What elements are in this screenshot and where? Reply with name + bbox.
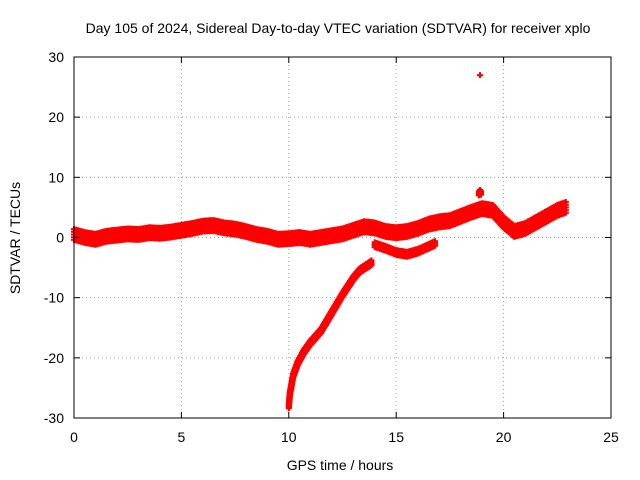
y-tick-label: -20: [44, 350, 64, 366]
data-point: [562, 199, 569, 205]
series-descending-curve: [285, 257, 375, 412]
y-tick-label: 30: [48, 49, 64, 65]
data-point: [477, 72, 483, 79]
chart-title: Day 105 of 2024, Sidereal Day-to-day VTE…: [86, 20, 591, 36]
y-tick-label: 10: [48, 169, 64, 185]
y-tick-label: 20: [48, 109, 64, 125]
x-tick-label: 20: [496, 429, 512, 445]
y-tick-label: -30: [44, 410, 64, 426]
axis-ticks: 0 5 10 15 20 25 -30 -20 -10 0 10 20 30: [44, 49, 619, 445]
x-tick-label: 0: [70, 429, 78, 445]
x-tick-label: 10: [281, 429, 297, 445]
y-tick-label: 0: [56, 230, 64, 246]
series-spike: [475, 187, 484, 199]
data-points: [71, 72, 569, 412]
series-main-band: [71, 199, 569, 248]
series-lower-arc: [371, 238, 438, 260]
data-point: [431, 238, 438, 245]
x-axis-label: GPS time / hours: [287, 457, 394, 473]
data-point: [478, 188, 484, 195]
y-tick-label: -10: [44, 290, 64, 306]
data-point: [368, 257, 375, 264]
x-tick-label: 5: [178, 429, 186, 445]
x-tick-label: 25: [603, 429, 619, 445]
x-tick-label: 15: [388, 429, 404, 445]
series-outlier: [477, 72, 483, 79]
y-axis-label: SDTVAR / TECUs: [7, 182, 23, 294]
